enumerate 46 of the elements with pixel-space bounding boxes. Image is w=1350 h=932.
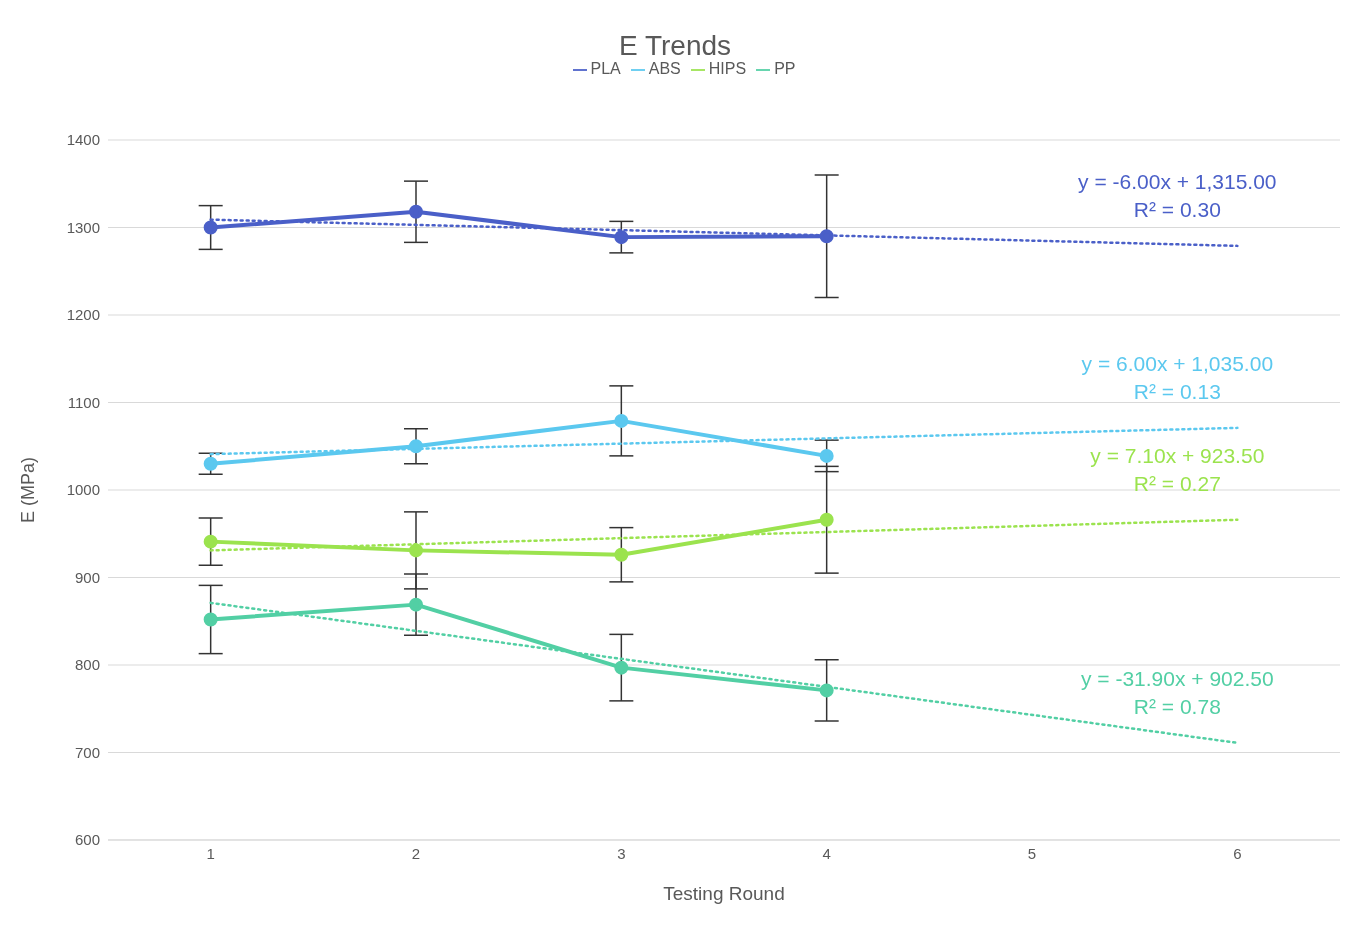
point	[614, 660, 629, 675]
annotation: y = 6.00x + 1,035.00	[1081, 352, 1274, 376]
point	[203, 456, 218, 471]
point	[819, 229, 834, 244]
annotation: y = 7.10x + 923.50	[1090, 444, 1265, 468]
y-tick-label: 1200	[66, 306, 100, 324]
y-tick-label: 900	[74, 568, 100, 586]
point	[409, 597, 423, 612]
y-tick-label: 1300	[66, 218, 100, 236]
annotation: R² = 0.13	[1133, 380, 1221, 404]
legend-label: HIPS	[708, 60, 747, 77]
x-tick-label: 2	[411, 844, 421, 862]
y-tick-label: 1400	[66, 131, 100, 149]
x-tick-label: 1	[206, 844, 215, 862]
legend-label: PP	[774, 60, 796, 77]
x-tick-label: 5	[1027, 844, 1037, 862]
legend-label: PLA	[590, 60, 621, 77]
y-tick-label: 1100	[67, 393, 100, 411]
x-tick-label: 6	[1233, 844, 1242, 862]
point	[819, 683, 834, 698]
point	[614, 230, 629, 245]
point	[203, 220, 218, 235]
x-axis-title: Testing Round	[663, 883, 785, 904]
point	[819, 512, 834, 527]
annotation: R² = 0.78	[1133, 695, 1221, 719]
point	[409, 204, 423, 219]
annotation: R² = 0.30	[1133, 198, 1221, 222]
point	[203, 534, 218, 549]
y-axis-title: E (MPa)	[18, 456, 39, 524]
legend-label: ABS	[648, 60, 681, 77]
point	[614, 547, 629, 562]
point	[409, 439, 423, 454]
y-tick-label: 800	[74, 656, 100, 674]
point	[614, 413, 629, 428]
x-tick-label: 3	[617, 844, 626, 862]
annotation: y = -6.00x + 1,315.00	[1078, 170, 1277, 194]
point	[409, 543, 423, 558]
y-tick-label: 700	[74, 743, 100, 761]
annotation: y = -31.90x + 902.50	[1081, 667, 1274, 691]
point	[819, 448, 834, 463]
y-tick-label: 1000	[66, 481, 100, 499]
y-tick-label: 600	[74, 831, 100, 849]
chart-title: E Trends	[618, 30, 732, 61]
annotation: R² = 0.27	[1133, 472, 1221, 496]
point	[203, 612, 218, 627]
x-tick-label: 4	[822, 844, 831, 862]
